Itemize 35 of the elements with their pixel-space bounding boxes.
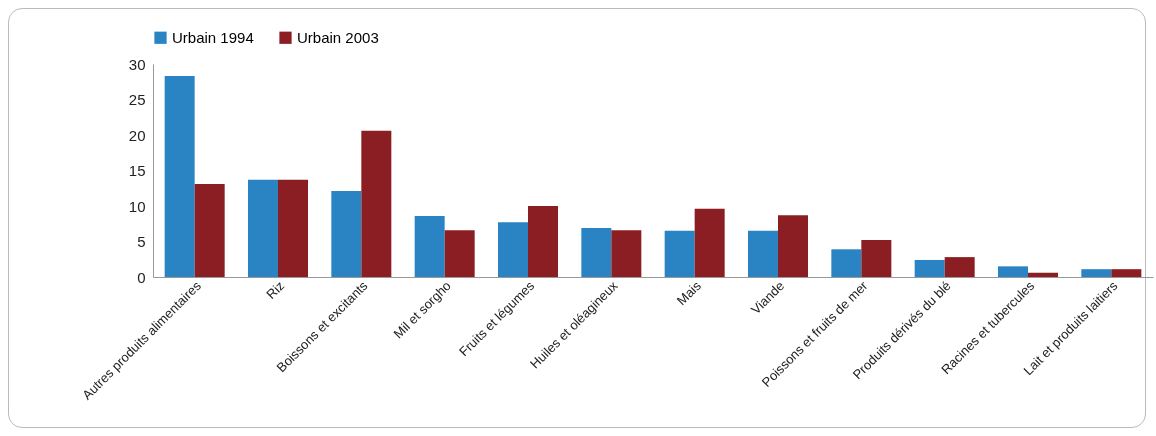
- y-tick-label: 5: [137, 233, 146, 250]
- bar: [914, 259, 945, 277]
- x-tick-label: Riz: [263, 278, 288, 302]
- y-tick-label: 20: [128, 126, 146, 144]
- bar: [778, 215, 808, 277]
- bar: [1111, 269, 1142, 277]
- bar: [414, 215, 445, 277]
- bar: [278, 179, 308, 277]
- bar: [944, 257, 975, 277]
- bar: [831, 249, 862, 277]
- legend-label: Urbain 2003: [297, 28, 379, 46]
- bar: [498, 222, 528, 277]
- bar: [331, 191, 362, 277]
- bar: [361, 130, 392, 277]
- bar: [748, 230, 778, 277]
- y-tick-label: 10: [128, 197, 146, 215]
- bar: [611, 230, 642, 277]
- y-tick-label: 0: [137, 268, 146, 286]
- bar: [694, 208, 725, 277]
- bar: [998, 266, 1028, 277]
- legend-label: Urbain 1994: [172, 28, 254, 46]
- bar: [1028, 272, 1058, 277]
- y-tick-label: 25: [128, 91, 146, 108]
- bar: [1081, 269, 1112, 277]
- bar: [528, 206, 558, 277]
- x-tick-label: Mais: [673, 277, 705, 309]
- bar: [444, 230, 475, 277]
- bar: [861, 240, 892, 277]
- bar: [581, 228, 612, 277]
- bar: [248, 179, 278, 277]
- bar: [664, 230, 695, 277]
- y-tick-label: 30: [128, 55, 146, 73]
- bar: [194, 183, 225, 277]
- y-tick-label: 15: [128, 162, 146, 179]
- bar: [164, 76, 195, 277]
